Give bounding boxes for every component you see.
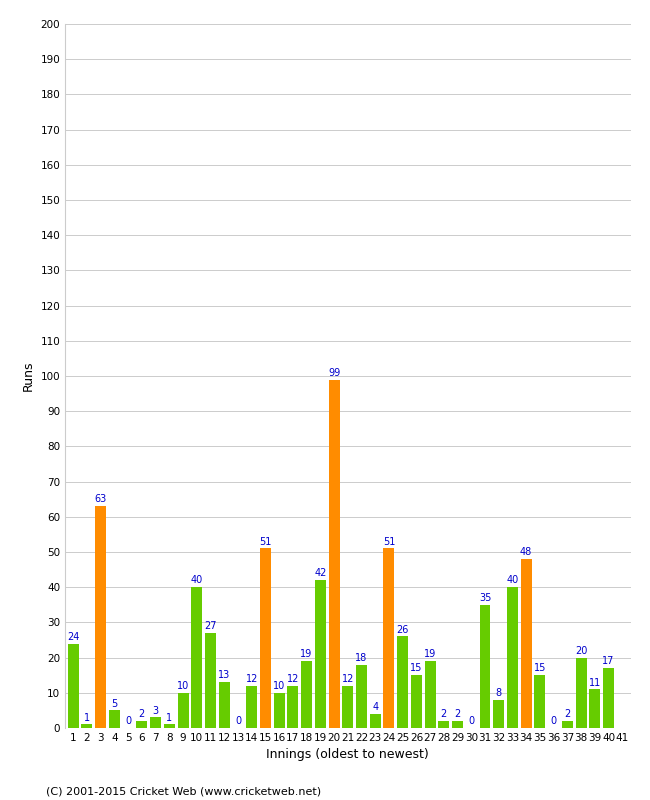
Bar <box>411 675 422 728</box>
Bar <box>274 693 285 728</box>
Bar <box>177 693 188 728</box>
Bar <box>95 506 106 728</box>
Text: 0: 0 <box>235 716 241 726</box>
Bar <box>452 721 463 728</box>
Text: 19: 19 <box>300 650 313 659</box>
Bar <box>424 661 436 728</box>
Text: 19: 19 <box>424 650 436 659</box>
Bar <box>315 580 326 728</box>
Text: 10: 10 <box>273 681 285 691</box>
Bar <box>480 605 491 728</box>
Bar <box>109 710 120 728</box>
Text: 51: 51 <box>383 537 395 546</box>
Text: 2: 2 <box>564 710 571 719</box>
Bar <box>370 714 381 728</box>
Text: 0: 0 <box>125 716 131 726</box>
Text: 0: 0 <box>468 716 474 726</box>
X-axis label: Innings (oldest to newest): Innings (oldest to newest) <box>266 749 429 762</box>
Text: 10: 10 <box>177 681 189 691</box>
Bar <box>590 690 601 728</box>
Text: 15: 15 <box>410 663 422 674</box>
Bar <box>343 686 353 728</box>
Bar <box>384 549 395 728</box>
Bar <box>603 668 614 728</box>
Text: 5: 5 <box>111 698 118 709</box>
Bar <box>576 658 586 728</box>
Bar <box>205 633 216 728</box>
Text: 4: 4 <box>372 702 378 712</box>
Bar <box>328 379 339 728</box>
Text: 3: 3 <box>153 706 159 716</box>
Bar <box>68 643 79 728</box>
Bar <box>397 637 408 728</box>
Text: 40: 40 <box>506 575 519 586</box>
Text: 24: 24 <box>67 632 79 642</box>
Text: 1: 1 <box>166 713 172 722</box>
Bar <box>136 721 148 728</box>
Bar <box>534 675 545 728</box>
Text: 40: 40 <box>190 575 203 586</box>
Text: 26: 26 <box>396 625 409 634</box>
Text: 35: 35 <box>479 593 491 603</box>
Text: 20: 20 <box>575 646 587 656</box>
Text: (C) 2001-2015 Cricket Web (www.cricketweb.net): (C) 2001-2015 Cricket Web (www.cricketwe… <box>46 786 320 796</box>
Text: 13: 13 <box>218 670 230 681</box>
Text: 15: 15 <box>534 663 546 674</box>
Text: 51: 51 <box>259 537 272 546</box>
Text: 12: 12 <box>287 674 299 684</box>
Text: 2: 2 <box>441 710 447 719</box>
Text: 27: 27 <box>204 622 216 631</box>
Bar <box>438 721 449 728</box>
Bar <box>521 559 532 728</box>
Bar <box>191 587 202 728</box>
Bar <box>562 721 573 728</box>
Bar <box>301 661 312 728</box>
Text: 18: 18 <box>356 653 368 663</box>
Bar <box>246 686 257 728</box>
Y-axis label: Runs: Runs <box>22 361 35 391</box>
Bar <box>356 665 367 728</box>
Bar <box>81 725 92 728</box>
Text: 63: 63 <box>94 494 107 505</box>
Text: 2: 2 <box>454 710 461 719</box>
Bar <box>507 587 518 728</box>
Text: 42: 42 <box>314 568 326 578</box>
Text: 11: 11 <box>589 678 601 687</box>
Text: 0: 0 <box>551 716 556 726</box>
Bar <box>150 718 161 728</box>
Bar <box>493 700 504 728</box>
Bar <box>219 682 229 728</box>
Text: 12: 12 <box>246 674 258 684</box>
Bar <box>164 725 175 728</box>
Text: 8: 8 <box>496 688 502 698</box>
Text: 1: 1 <box>84 713 90 722</box>
Text: 48: 48 <box>520 547 532 558</box>
Bar <box>260 549 271 728</box>
Text: 2: 2 <box>138 710 145 719</box>
Bar <box>287 686 298 728</box>
Text: 12: 12 <box>341 674 354 684</box>
Text: 17: 17 <box>603 656 615 666</box>
Text: 99: 99 <box>328 368 340 378</box>
